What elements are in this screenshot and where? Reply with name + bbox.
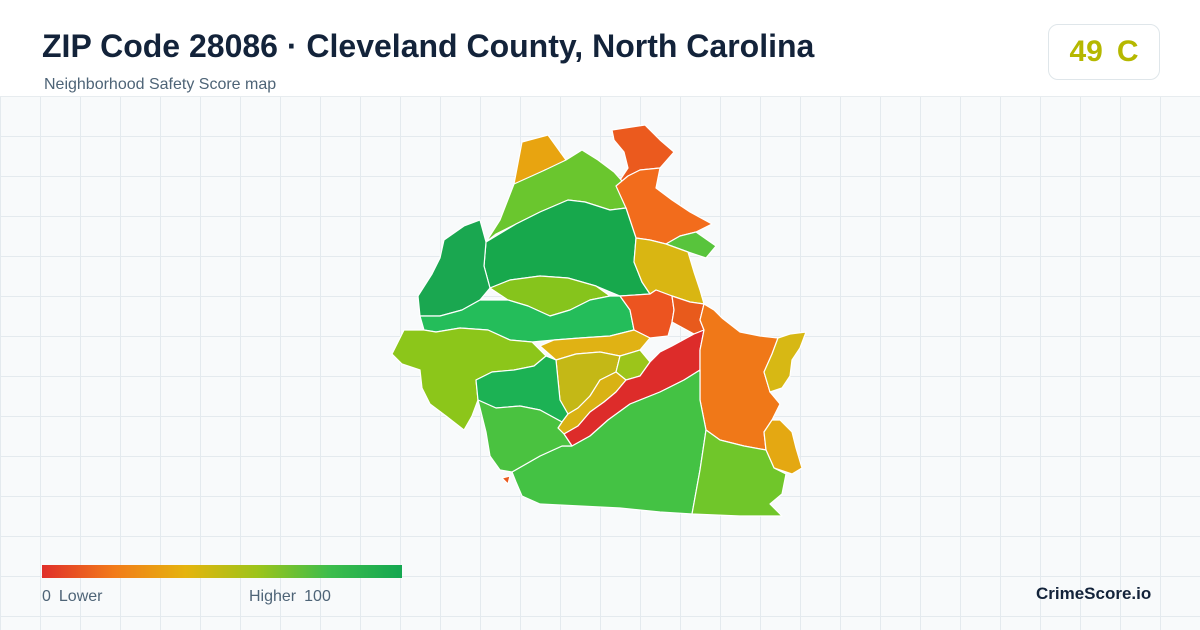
region-24[interactable] [477,399,573,473]
header: ZIP Code 28086 · Cleveland County, North… [0,0,1200,97]
legend-high-value: 100 [304,588,331,605]
legend-high: Higher 100 [249,588,331,606]
legend-gradient-bar [42,565,402,578]
safety-score-value: 49 [1069,35,1103,68]
legend-low-label: Lower [58,588,103,605]
brand-name: CrimeScore.io [1036,584,1152,603]
page-subtitle: Neighborhood Safety Score map [44,76,277,93]
region-23[interactable] [511,369,707,515]
region-25[interactable] [691,429,787,517]
safety-score-grade: C [1116,35,1139,68]
legend-low: 0 Lower [42,588,102,606]
safety-score-badge: 49 C [1048,24,1160,80]
region-26[interactable] [501,475,511,485]
legend-high-label: Higher [249,588,297,605]
region-21[interactable] [763,331,807,393]
legend-low-value: 0 [42,588,51,605]
page-title: ZIP Code 28086 · Cleveland County, North… [42,28,815,64]
